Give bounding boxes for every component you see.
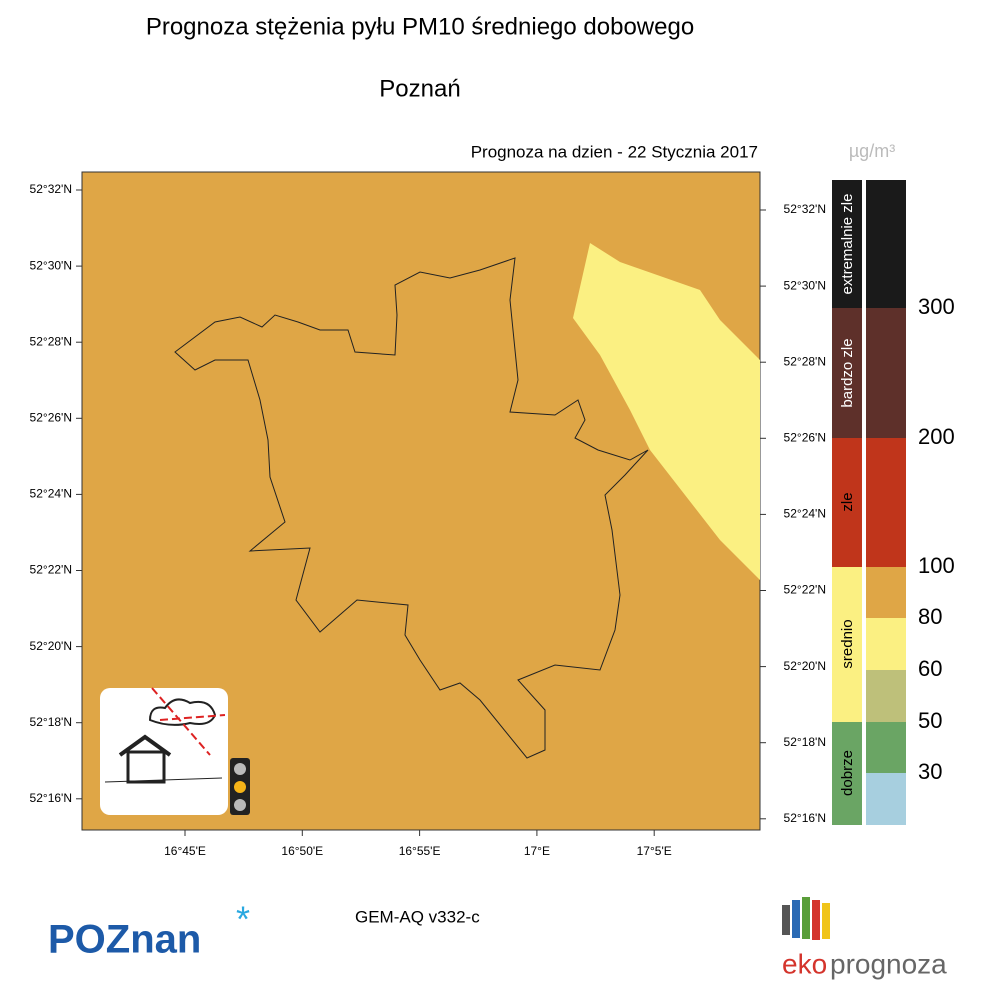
lat-label: 52°24'N [30, 487, 72, 501]
zone [573, 243, 760, 580]
lat-label: 52°18'N [784, 735, 826, 749]
lat-label: 52°32'N [30, 182, 72, 196]
map [81, 171, 761, 831]
model: GEM-AQ v332-c [355, 907, 480, 926]
lat-label: 52°18'N [30, 715, 72, 729]
unit: µg/m³ [849, 141, 895, 161]
lon-label: 16°55'E [399, 844, 441, 858]
lat-label: 52°20'N [784, 659, 826, 673]
lat-label: 52°20'N [30, 639, 72, 653]
title: Prognoza stężenia pyłu PM10 średniego do… [146, 13, 694, 40]
forecast-date: Prognoza na dzien - 22 Stycznia 2017 [471, 142, 758, 161]
brand-suffix: prognoza [830, 948, 947, 979]
category-label: extremalnie zle [839, 194, 856, 295]
lon-label: 17°E [524, 844, 550, 858]
brand-prefix: eko [782, 948, 827, 979]
threshold-label: 60 [918, 656, 942, 681]
lat-label: 52°16'N [784, 811, 826, 825]
category-label: dobrze [839, 750, 856, 796]
lat-label: 52°22'N [30, 563, 72, 577]
threshold-label: 80 [918, 604, 942, 629]
lon-label: 16°50'E [281, 844, 323, 858]
lat-label: 52°28'N [30, 334, 72, 348]
lat-label: 52°22'N [784, 583, 826, 597]
threshold-label: 30 [918, 759, 942, 784]
category-label: zle [839, 492, 856, 511]
brand-bars [782, 897, 830, 940]
threshold-label: 50 [918, 708, 942, 733]
logo-star: * [236, 899, 250, 940]
category-label: srednio [839, 619, 856, 668]
subtitle: Poznań [379, 75, 460, 102]
category-label: bardzo zle [839, 338, 856, 407]
lat-label: 52°26'N [784, 430, 826, 444]
legend [832, 180, 906, 825]
threshold-label: 100 [918, 553, 955, 578]
threshold-label: 300 [918, 294, 955, 319]
lon-label: 16°45'E [164, 844, 206, 858]
city-logo: POZnan [48, 918, 201, 962]
lon-label: 17°5'E [637, 844, 672, 858]
threshold-label: 200 [918, 424, 955, 449]
lat-label: 52°28'N [784, 354, 826, 368]
lat-label: 52°30'N [784, 278, 826, 292]
lat-label: 52°30'N [30, 258, 72, 272]
city-border [174, 257, 649, 759]
icon [100, 687, 250, 815]
lat-label: 52°26'N [30, 410, 72, 424]
lat-label: 52°24'N [784, 507, 826, 521]
lat-label: 52°32'N [784, 202, 826, 216]
lat-label: 52°16'N [30, 791, 72, 805]
